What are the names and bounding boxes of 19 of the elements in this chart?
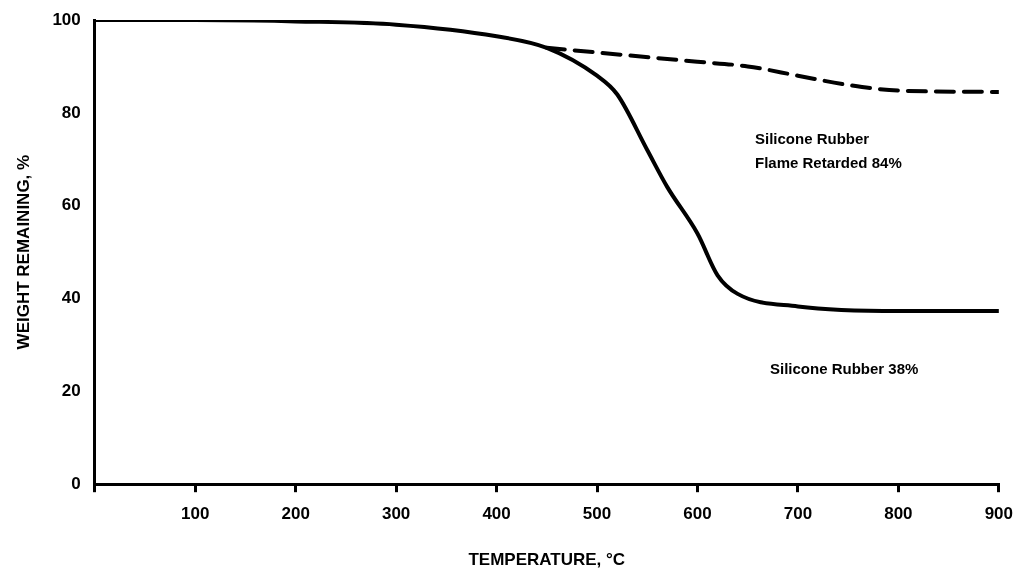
y-tick-label: 0 [71,473,81,493]
x-tick-label: 300 [381,504,411,524]
y-tick-label: 20 [61,381,81,401]
x-tick-label: 200 [281,504,310,524]
y-tick-label: 60 [61,195,81,215]
x-tick-label: 600 [683,504,712,524]
x-tick-label: 100 [181,504,210,524]
x-tick-label: 700 [783,504,813,524]
x-tick-label: 800 [884,504,913,524]
x-tick-label: 400 [482,504,511,524]
y-tick-label: 40 [61,288,81,308]
y-tick-label: 100 [52,9,81,29]
annotation: Silicone Rubber Flame Retarded 84% [755,130,902,172]
x-axis-title: TEMPERATURE, °C [468,550,626,570]
y-tick-label: 80 [61,102,81,122]
x-tick-label: 900 [984,504,1014,524]
x-tick-label: 500 [582,504,612,524]
annotation: Silicone Rubber 38% [770,360,919,378]
y-axis-title: WEIGHT REMAINING, % [13,154,33,350]
